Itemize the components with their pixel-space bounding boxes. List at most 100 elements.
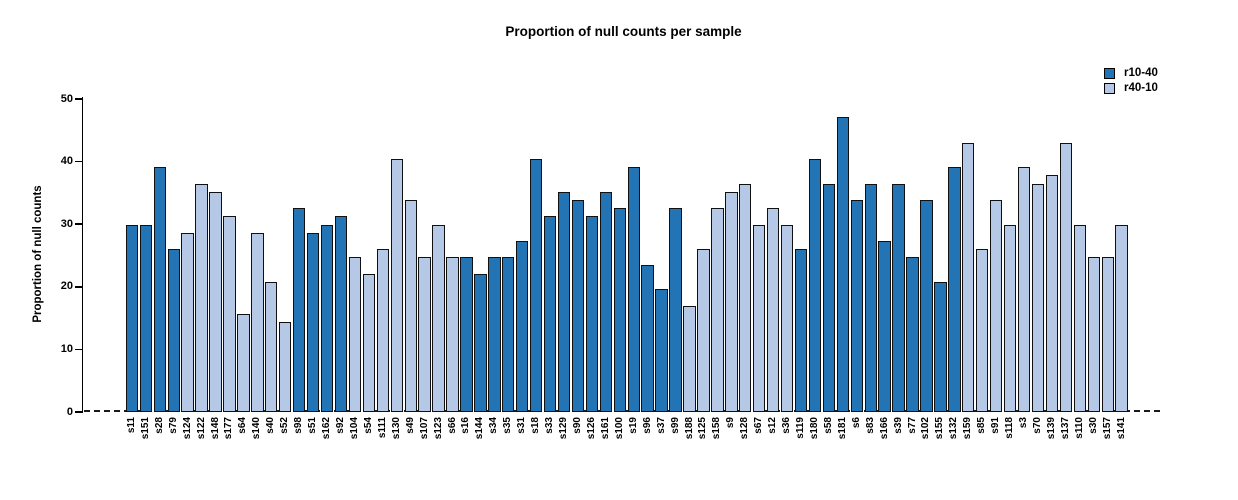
bar-s132 <box>948 167 961 412</box>
bar-s70 <box>1031 183 1045 412</box>
bar-s64 <box>237 313 250 412</box>
bar-s58 <box>822 183 836 412</box>
x-tick-label-s161: s161 <box>599 417 611 440</box>
x-tick-label-s64: s64 <box>237 417 249 434</box>
x-tick-label-s119: s119 <box>795 417 807 439</box>
bar-s177 <box>223 216 236 412</box>
chart-title: Proportion of null counts per sample <box>505 24 742 39</box>
x-tick-label-s157: s157 <box>1101 417 1113 440</box>
x-tick-label-s11: s11 <box>125 417 137 434</box>
bar-s119 <box>794 248 808 412</box>
x-tick-label-s83: s83 <box>864 417 876 434</box>
y-tick-label: 40 <box>60 155 73 168</box>
y-tick-mark <box>75 98 82 100</box>
x-tick-label-s58: s58 <box>822 417 834 434</box>
bar-s30 <box>1087 257 1100 412</box>
bar-s148 <box>209 191 222 412</box>
x-tick-label-s96: s96 <box>641 417 653 434</box>
bar-s151 <box>139 224 153 412</box>
x-tick-label-s104: s104 <box>348 417 360 440</box>
bar-s125 <box>697 248 710 412</box>
x-tick-label-s66: s66 <box>446 417 458 434</box>
bar-s67 <box>753 224 766 412</box>
y-axis-line <box>81 97 84 413</box>
bar-s49 <box>404 199 417 412</box>
x-tick-label-s31: s31 <box>516 417 528 434</box>
bar-s90 <box>571 199 585 412</box>
bar-s140 <box>251 232 264 412</box>
bar-s28 <box>153 167 166 412</box>
bar-s118 <box>1003 224 1017 412</box>
bar-s159 <box>962 142 975 412</box>
x-tick-label-s181: s181 <box>836 417 848 440</box>
x-tick-label-s144: s144 <box>474 417 486 440</box>
x-tick-label-s151: s151 <box>139 417 151 440</box>
x-tick-label-s107: s107 <box>418 417 430 440</box>
bar-s130 <box>390 159 403 412</box>
legend-swatch-icon <box>1104 82 1115 94</box>
x-tick-label-s166: s166 <box>878 417 890 440</box>
bar-s126 <box>585 216 599 412</box>
y-tick-label: 50 <box>60 92 73 105</box>
x-tick-label-s180: s180 <box>808 417 820 440</box>
x-tick-label-s126: s126 <box>585 417 597 440</box>
bar-s110 <box>1073 224 1086 412</box>
bar-s137 <box>1059 142 1073 412</box>
x-tick-label-s177: s177 <box>223 417 235 440</box>
bar-s36 <box>780 224 794 412</box>
bar-s161 <box>599 191 613 412</box>
bar-s52 <box>279 321 292 412</box>
y-tick-label: 20 <box>60 280 73 293</box>
x-tick-label-s137: s137 <box>1059 417 1071 440</box>
bar-s180 <box>808 159 822 412</box>
x-tick-label-s19: s19 <box>627 417 639 434</box>
bar-s100 <box>613 207 626 412</box>
bar-s158 <box>711 207 724 412</box>
x-tick-label-s162: s162 <box>321 417 333 440</box>
bar-s66 <box>446 257 459 412</box>
x-tick-label-s54: s54 <box>362 417 374 434</box>
x-tick-label-s140: s140 <box>251 417 263 440</box>
y-axis-title: Proportion of null counts <box>32 185 44 323</box>
x-tick-label-s148: s148 <box>209 417 221 440</box>
x-tick-label-s130: s130 <box>390 417 402 440</box>
x-tick-label-s30: s30 <box>1087 417 1099 434</box>
bar-s128 <box>739 183 752 412</box>
x-tick-label-s141: s141 <box>1115 417 1127 440</box>
x-tick-label-s51: s51 <box>307 417 319 434</box>
x-tick-label-s92: s92 <box>335 417 346 434</box>
bar-s162 <box>320 224 334 412</box>
x-tick-label-s12: s12 <box>767 417 779 434</box>
bar-s144 <box>474 273 487 412</box>
bar-s129 <box>557 191 571 412</box>
x-tick-label-s188: s188 <box>683 417 695 440</box>
x-tick-label-s98: s98 <box>293 417 305 434</box>
bar-s3 <box>1017 167 1031 412</box>
bar-s98 <box>292 207 306 412</box>
y-tick-label: 10 <box>60 342 73 355</box>
x-tick-label-s9: s9 <box>725 417 737 429</box>
x-tick-label-s34: s34 <box>488 417 500 434</box>
x-tick-label-s158: s158 <box>711 417 723 440</box>
x-tick-label-s118: s118 <box>1004 417 1016 439</box>
x-tick-label-s28: s28 <box>153 417 165 434</box>
bar-s91 <box>989 199 1003 412</box>
x-tick-label-s122: s122 <box>195 417 207 440</box>
x-tick-label-s33: s33 <box>544 417 556 434</box>
bar-s16 <box>460 257 473 412</box>
bar-s11 <box>125 224 139 412</box>
bar-s166 <box>878 241 891 412</box>
bar-s6 <box>850 199 863 412</box>
x-tick-label-s123: s123 <box>432 417 444 440</box>
x-tick-label-s40: s40 <box>265 417 277 434</box>
x-tick-label-s91: s91 <box>990 417 1002 434</box>
bar-s9 <box>725 191 738 412</box>
legend-label: r10-40 <box>1124 67 1158 79</box>
bar-s111 <box>376 248 389 412</box>
legend-item-r40-10: r40-10 <box>1104 82 1224 96</box>
legend-label: r40-10 <box>1124 81 1158 94</box>
bar-s139 <box>1045 175 1059 412</box>
x-tick-label-s67: s67 <box>753 417 765 434</box>
x-tick-label-s159: s159 <box>962 417 974 440</box>
bar-s107 <box>418 257 431 412</box>
